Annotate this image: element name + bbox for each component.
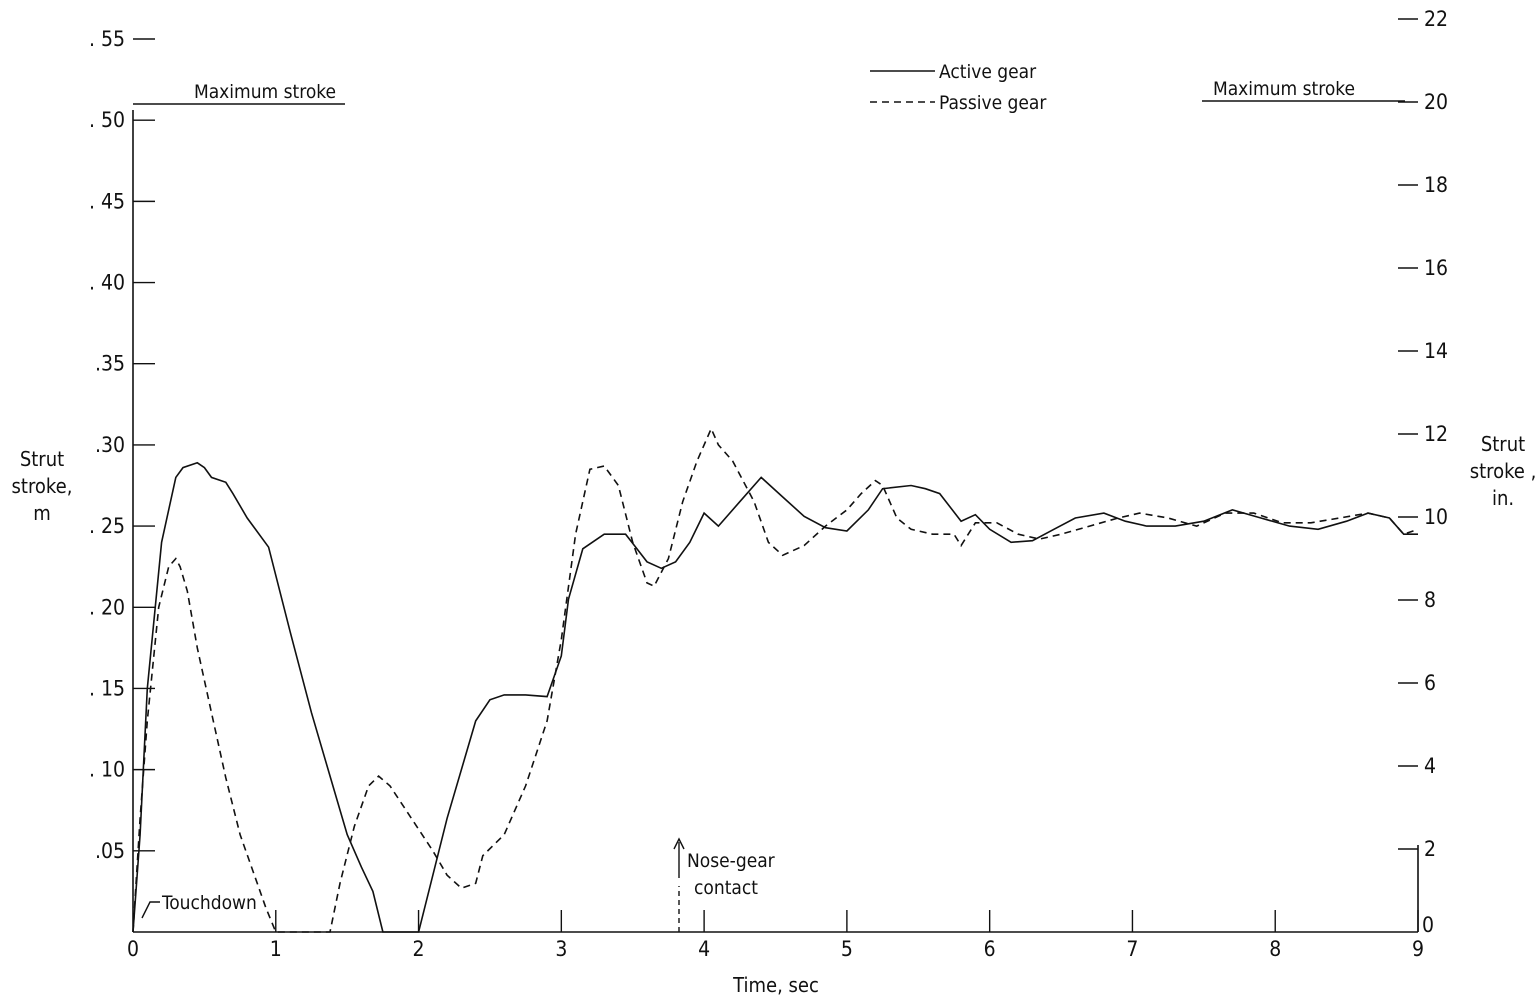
right-y-tick-label: 16 xyxy=(1424,256,1448,280)
left-axis-label-line3: m xyxy=(33,501,51,525)
series-passive-gear xyxy=(132,426,1419,933)
left-axis-label-line1: Strut xyxy=(20,447,64,471)
legend: Active gear Passive gear xyxy=(870,61,1047,114)
right-y-tick-label: 18 xyxy=(1424,173,1448,197)
right-y-tick-label: 6 xyxy=(1424,671,1436,695)
x-tick-label: 0 xyxy=(127,937,139,961)
left-y-ticks: .05 . 10 . 15 . 20 . 25 .30 .35 . 40 . 45 . 50 . 5… xyxy=(89,27,155,863)
left-y-tick-label: . 45 xyxy=(89,189,125,213)
x-tick-label: 9 xyxy=(1412,937,1424,961)
right-axis-label-line3: in. xyxy=(1492,486,1514,510)
nose-gear-label-line2: contact xyxy=(694,877,758,899)
left-y-tick-label: . 55 xyxy=(89,27,125,51)
right-axis-label-line1: Strut xyxy=(1481,432,1525,456)
right-y-tick-label: 2 xyxy=(1424,837,1436,861)
touchdown-leader xyxy=(141,901,160,919)
left-y-tick-label: .05 xyxy=(95,839,125,863)
nose-gear-label-line1: Nose-gear xyxy=(687,850,776,872)
right-y-tick-label: 12 xyxy=(1424,422,1448,446)
x-tick-label: 3 xyxy=(555,937,567,961)
legend-active-label: Active gear xyxy=(939,61,1037,83)
x-axis-label: Time, sec xyxy=(732,973,819,997)
right-axis-label-line2: stroke , xyxy=(1470,459,1537,483)
x-tick-label: 5 xyxy=(841,937,853,961)
x-tick-label: 8 xyxy=(1269,937,1281,961)
right-y-tick-label: 0 xyxy=(1422,913,1434,937)
left-y-tick-label: . 40 xyxy=(89,271,125,295)
left-y-tick-label: .30 xyxy=(95,433,125,457)
max-stroke-label-right: Maximum stroke xyxy=(1213,78,1355,100)
nose-gear-arrow-head xyxy=(673,837,685,850)
right-y-tick-label: 22 xyxy=(1424,7,1448,31)
x-tick-label: 4 xyxy=(698,937,710,961)
right-y-tick-label: 4 xyxy=(1424,754,1436,778)
right-y-tick-label: 10 xyxy=(1424,505,1448,529)
left-y-tick-label: . 15 xyxy=(89,676,125,700)
right-y-tick-label: 14 xyxy=(1424,339,1448,363)
left-y-tick-label: . 25 xyxy=(89,514,125,538)
right-y-ticks: 2 4 6 8 10 12 14 16 18 20 22 0 xyxy=(1398,7,1448,937)
series-active-gear xyxy=(132,461,1418,933)
x-tick-label: 7 xyxy=(1126,937,1138,961)
left-axis-label-line2: stroke, xyxy=(12,474,73,498)
right-y-tick-label: 20 xyxy=(1424,90,1448,114)
x-tick-label: 2 xyxy=(413,937,425,961)
legend-passive-label: Passive gear xyxy=(939,92,1047,114)
x-tick-label: 6 xyxy=(984,937,996,961)
left-y-tick-label: . 20 xyxy=(89,595,125,619)
left-y-tick-label: .35 xyxy=(95,352,125,376)
touchdown-annotation: Touchdown xyxy=(141,892,257,919)
right-y-tick-label: 8 xyxy=(1424,588,1436,612)
x-ticks: 0 1 2 3 4 5 6 7 8 9 xyxy=(127,910,1424,961)
left-y-tick-label: . 10 xyxy=(89,758,125,782)
left-y-tick-label: . 50 xyxy=(89,108,125,132)
nose-gear-annotation: Nose-gear contact xyxy=(673,837,776,932)
touchdown-label: Touchdown xyxy=(161,892,257,914)
x-tick-label: 1 xyxy=(270,937,282,961)
max-stroke-label-left: Maximum stroke xyxy=(194,81,336,103)
